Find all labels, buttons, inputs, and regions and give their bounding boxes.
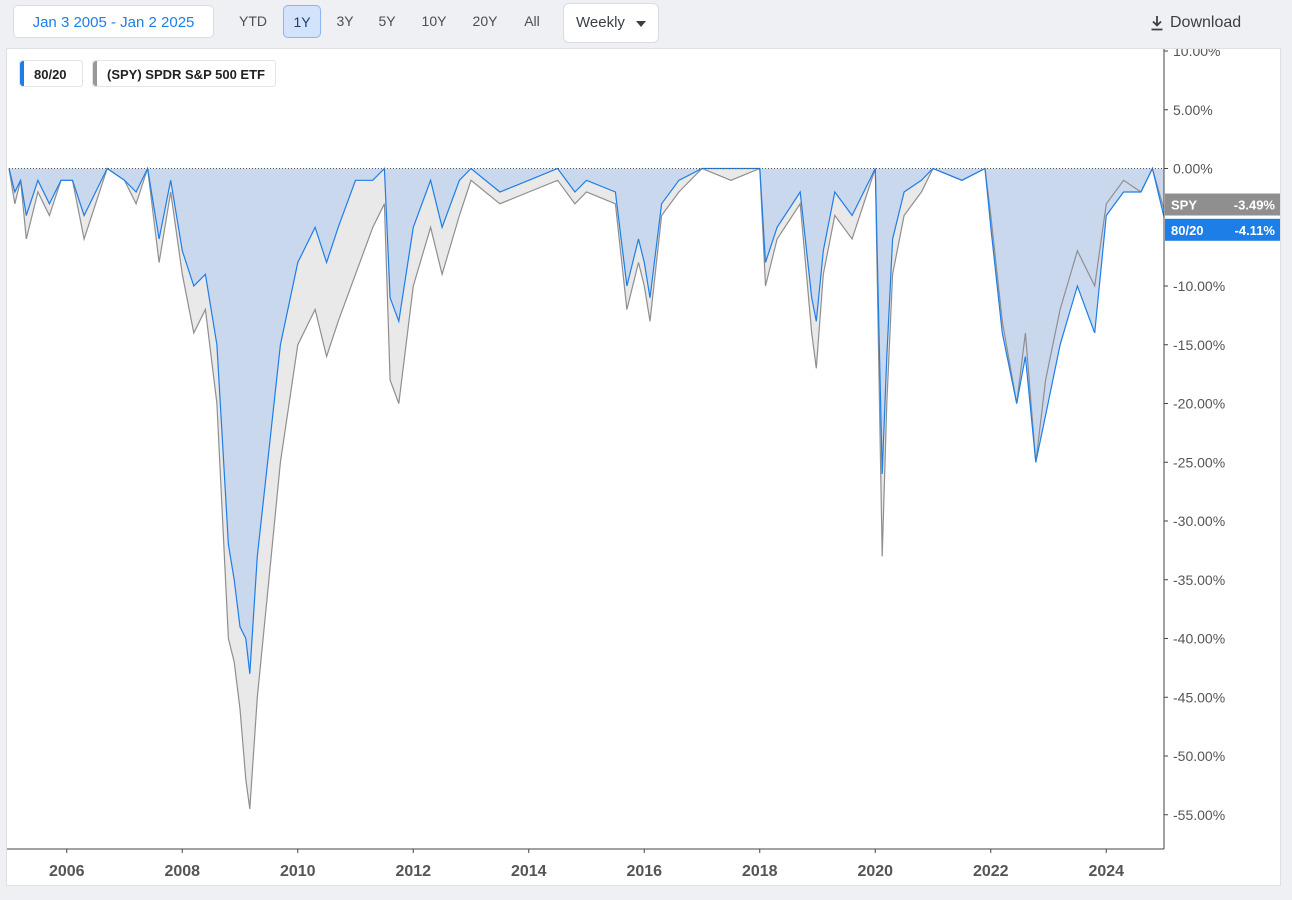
frequency-value: Weekly [576, 14, 625, 31]
y-tick-label: -35.00% [1173, 572, 1225, 588]
period-all-button[interactable]: All [524, 13, 540, 29]
legend-item-80-20[interactable]: 80/20 [19, 60, 83, 87]
y-tick-label: -50.00% [1173, 748, 1225, 764]
legend-label: 80/20 [34, 67, 67, 82]
x-tick-label: 2012 [395, 863, 431, 880]
y-tick-label: -15.00% [1173, 337, 1225, 353]
chart-toolbar: Jan 3 2005 - Jan 2 2025 YTD 1Y 3Y 5Y 10Y… [0, 0, 1280, 46]
period-10y-button[interactable]: 10Y [421, 13, 447, 29]
x-tick-label: 2010 [280, 863, 316, 880]
frequency-select[interactable]: Weekly [563, 3, 659, 43]
download-label: Download [1170, 14, 1242, 31]
period-ytd-button[interactable]: YTD [239, 13, 267, 29]
y-tick-label: 0.00% [1173, 161, 1213, 177]
download-button[interactable]: Download [1150, 8, 1241, 38]
y-tick-label: -55.00% [1173, 807, 1225, 823]
y-tick-label: -45.00% [1173, 689, 1225, 705]
end-tag-bg [1165, 193, 1280, 216]
legend-swatch [20, 61, 24, 86]
period-1y-button[interactable]: 1Y [283, 5, 321, 38]
y-tick-label: 5.00% [1173, 102, 1213, 118]
x-tick-label: 2016 [626, 863, 662, 880]
y-tick-label: -40.00% [1173, 631, 1225, 647]
x-tick-label: 2018 [742, 863, 778, 880]
legend-label: (SPY) SPDR S&P 500 ETF [107, 67, 265, 82]
end-tag-name: 80/20 [1171, 223, 1204, 238]
y-tick-label: 10.00% [1173, 49, 1220, 59]
x-tick-label: 2024 [1088, 863, 1124, 880]
y-tick-label: -30.00% [1173, 513, 1225, 529]
period-20y-button[interactable]: 20Y [472, 13, 498, 29]
end-tag-bg [1165, 218, 1280, 241]
download-icon [1151, 15, 1163, 31]
bottom-strip [0, 886, 1292, 900]
line-80-20 [8, 166, 1165, 674]
y-tick-label: -25.00% [1173, 454, 1225, 470]
legend-item-spy[interactable]: (SPY) SPDR S&P 500 ETF [92, 60, 276, 87]
end-tag-value: -4.11% [1235, 223, 1276, 238]
legend-swatch [93, 61, 97, 86]
chart-panel: 10.00% 5.00% 0.00% -10.00% -15.00% -20.00% -25… [6, 48, 1281, 886]
period-3y-button[interactable]: 3Y [336, 13, 354, 29]
caret-down-icon [636, 21, 646, 27]
x-tick-label: 2022 [973, 863, 1009, 880]
x-tick-label: 2008 [164, 863, 200, 880]
x-tick-label: 2020 [857, 863, 893, 880]
date-range-picker[interactable]: Jan 3 2005 - Jan 2 2025 [13, 5, 214, 38]
end-tag-name: SPY [1171, 198, 1197, 213]
area-80-20 [9, 168, 1164, 674]
area-spy [9, 168, 1164, 809]
y-tick-label: -20.00% [1173, 396, 1225, 412]
drawdown-chart[interactable]: 10.00% 5.00% 0.00% -10.00% -15.00% -20.00% -25… [7, 49, 1281, 886]
x-tick-label: 2014 [511, 863, 547, 880]
period-5y-button[interactable]: 5Y [378, 13, 396, 29]
end-tag-value: -3.49% [1234, 198, 1276, 213]
y-tick-label: -10.00% [1173, 278, 1225, 294]
x-tick-label: 2006 [49, 863, 85, 880]
